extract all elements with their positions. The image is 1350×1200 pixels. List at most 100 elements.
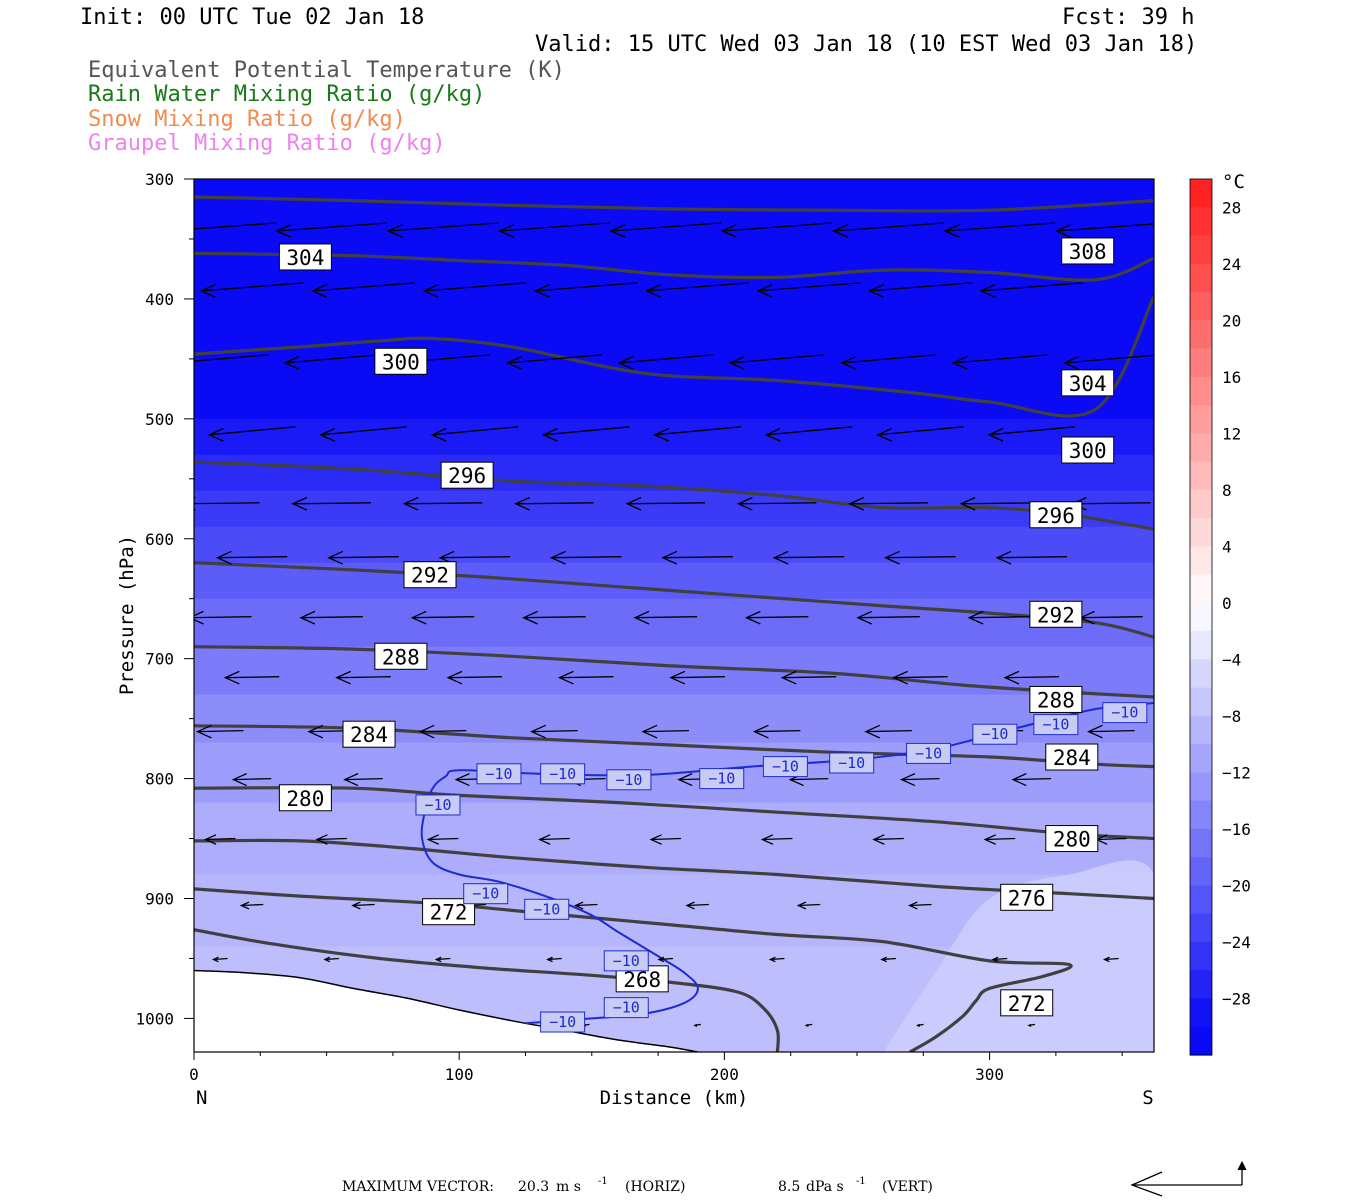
wind-vector-head (840, 355, 857, 370)
wind-vector-arrow (507, 354, 602, 364)
colorbar-label: −16 (1222, 820, 1251, 839)
max-vector-horiz-value: 20.3 (518, 1179, 549, 1195)
wind-vector-head (422, 284, 439, 298)
theta-e-label-box (1000, 989, 1054, 1017)
wind-vector-head (856, 610, 873, 625)
wind-vector-arrow (758, 282, 861, 292)
temp-label: −10 (472, 885, 499, 903)
wind-vector-head (166, 225, 180, 238)
theta-e-label-box (1029, 600, 1083, 628)
wind-vector-head (617, 355, 634, 370)
wind-vector-head (549, 550, 566, 565)
wind-vector-arrow (770, 957, 785, 961)
wind-vector-head (430, 427, 447, 442)
theta-e-label-box (1029, 685, 1083, 713)
temp-label: −10 (838, 754, 865, 772)
wind-vector-arrow (412, 616, 475, 619)
wind-vector-head (685, 901, 695, 910)
y-axis-label: Pressure (hPa) (116, 535, 138, 695)
wind-vector-arrow (1096, 837, 1127, 841)
wind-vector-head (645, 284, 662, 298)
wind-vector-arrow (424, 282, 527, 292)
wind-vector-arrow (300, 616, 363, 619)
wind-vector-head (728, 355, 745, 370)
wind-vector-arrow (642, 729, 690, 733)
theta-e-label-box (1061, 436, 1115, 464)
wind-vector-arrow (194, 222, 276, 230)
wind-vector-arrow (658, 957, 674, 961)
wind-vector-arrow (404, 502, 483, 505)
wind-vector-arrow (985, 837, 1016, 841)
colorbar-band (1190, 942, 1212, 971)
wind-vector-head (498, 224, 514, 238)
wind-vector-head (641, 724, 658, 739)
wind-vector-arrow (440, 556, 511, 559)
wind-vector-arrow (539, 837, 570, 841)
theta-e-label: 280 (1053, 828, 1091, 852)
wind-vector-arrow (233, 777, 272, 781)
wind-vector-arrow (766, 426, 853, 436)
colorbar-band (1190, 715, 1212, 745)
wind-vector-arrow (316, 837, 347, 841)
wind-vector-head (653, 427, 670, 442)
wind-vector-arrow (194, 616, 252, 619)
theta-e-label: 272 (1008, 992, 1046, 1016)
theta-e-label: 280 (286, 787, 324, 811)
wind-vector-arrow (996, 556, 1068, 559)
wind-vector-head (760, 834, 774, 845)
temp-band (194, 454, 1154, 492)
wind-vector-arrow (1056, 223, 1154, 232)
y-tick-label: 400 (145, 290, 174, 309)
wind-vector-arrow (945, 222, 1056, 232)
y-tick-label: 800 (145, 770, 174, 789)
colorbar-band (1190, 405, 1212, 434)
wind-vector-head (848, 496, 865, 511)
y-tick-label: 600 (145, 530, 174, 549)
temp-label: −10 (772, 758, 799, 776)
theta-e-contour-280 (194, 786, 1154, 841)
wind-vector-arrow (873, 837, 904, 841)
wind-vector-arrow (420, 729, 467, 733)
wind-vectors (166, 222, 1154, 1027)
theta-e-label: 292 (1037, 603, 1075, 627)
wind-vector-head (772, 550, 789, 565)
wind-vector-arrow (209, 426, 296, 436)
wind-vector-head (522, 610, 538, 625)
wind-vector-head (1003, 670, 1020, 685)
theta-e-contour-308 (194, 195, 1154, 213)
colorbar-band (1190, 489, 1212, 519)
temp-label: −10 (485, 765, 512, 783)
wind-vector-head (796, 901, 807, 910)
colorbar-label: 24 (1222, 255, 1241, 274)
wind-vector-head (557, 670, 574, 685)
temp-label-box (476, 763, 522, 785)
wind-vector-arrow (722, 222, 833, 232)
wind-vector-head (514, 496, 530, 511)
wind-vector-arrow (1012, 777, 1052, 781)
colorbar-band (1190, 235, 1212, 265)
wind-vector-head (625, 496, 642, 511)
wind-vector-head (386, 224, 403, 238)
wind-vector-arrow (988, 426, 1076, 436)
wind-vector-arrow (225, 676, 280, 679)
wind-vector-head (720, 224, 737, 238)
wind-vector-head (804, 1023, 809, 1027)
colorbar-band (1190, 800, 1212, 830)
colorbar-band (1190, 687, 1212, 717)
colorbar-band (1190, 970, 1212, 1000)
wind-vector-head (1054, 224, 1071, 238)
wind-vector-arrow (909, 903, 932, 907)
wind-vector-arrow (1088, 729, 1135, 733)
wind-vector-arrow (292, 502, 371, 505)
wind-vector-arrow (849, 502, 928, 505)
wind-vector-arrow (312, 282, 415, 292)
forecast-hour: Fcst: 39 h (1062, 5, 1194, 30)
terrain-outline (194, 969, 699, 1052)
wind-vector-head (546, 956, 553, 963)
theta-e-label-box (1000, 883, 1054, 911)
colorbar-band (1190, 602, 1212, 632)
max-vector-prefix: MAXIMUM VECTOR: (342, 1179, 494, 1195)
wind-vector-arrow (344, 777, 383, 781)
temp-label: −10 (1111, 704, 1138, 722)
